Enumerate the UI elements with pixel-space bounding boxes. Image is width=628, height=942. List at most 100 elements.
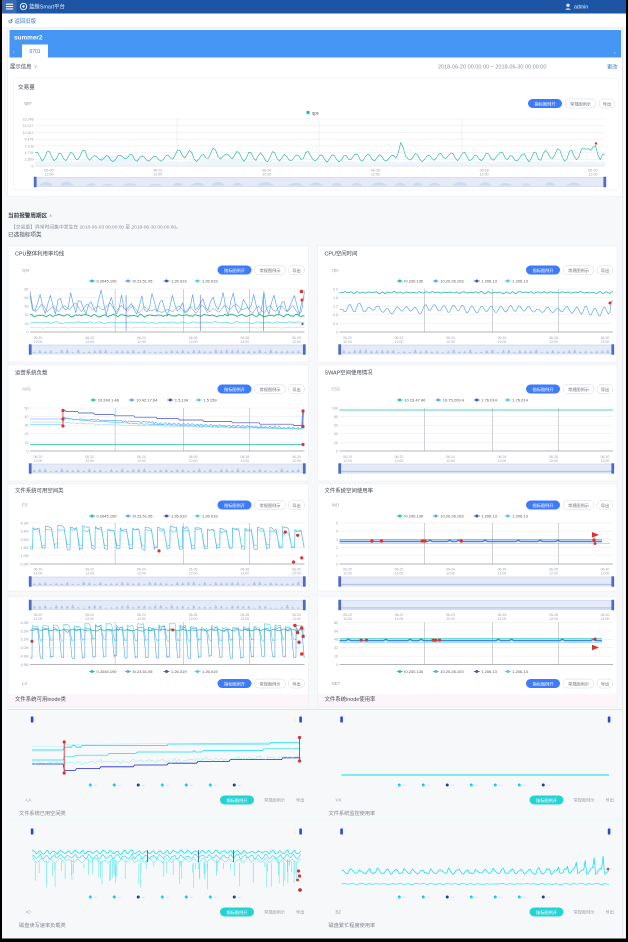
svg-text:指标图例开: 指标图例开 xyxy=(227,909,248,916)
svg-text:指标图例开: 指标图例开 xyxy=(536,797,557,804)
svg-text:12:00: 12:00 xyxy=(395,571,404,575)
svg-text:12:00: 12:00 xyxy=(292,571,301,575)
svg-text:06-22: 06-22 xyxy=(395,613,404,617)
svg-text:常规图例示: 常规图例示 xyxy=(568,267,589,274)
svg-text:12:00: 12:00 xyxy=(189,459,198,463)
svg-text:12:00: 12:00 xyxy=(343,617,352,621)
svg-text:06-24: 06-24 xyxy=(137,568,146,572)
svg-text:0: 0 xyxy=(336,449,338,453)
svg-text:06-24: 06-24 xyxy=(446,613,455,617)
svg-text:12:00: 12:00 xyxy=(395,459,404,463)
svg-text:指标图例开: 指标图例开 xyxy=(533,502,554,509)
svg-text:AVG: AVG xyxy=(22,387,32,392)
svg-text:【交易量】异常时间集中发生在 2018-06-03 00:0: 【交易量】异常时间集中发生在 2018-06-03 00:00:00 至 201… xyxy=(11,224,181,231)
svg-text:···: ··· xyxy=(475,896,478,900)
svg-text:12:00: 12:00 xyxy=(85,571,94,575)
svg-text:06-20: 06-20 xyxy=(34,455,43,459)
svg-text:1.2: 1.2 xyxy=(333,305,338,309)
svg-text:12:00: 12:00 xyxy=(292,340,301,344)
svg-text:20: 20 xyxy=(25,432,29,436)
svg-text:48: 48 xyxy=(25,305,29,309)
svg-text:12:00: 12:00 xyxy=(85,340,94,344)
svg-text:12:00: 12:00 xyxy=(589,173,598,177)
svg-text:10.75.209.4: 10.75.209.4 xyxy=(443,398,465,403)
svg-text:12:00: 12:00 xyxy=(241,571,250,575)
svg-text:0: 0 xyxy=(27,330,29,334)
svg-text:06-24: 06-24 xyxy=(262,169,271,173)
svg-text:1.26.019: 1.26.019 xyxy=(202,669,218,674)
svg-text:06-30: 06-30 xyxy=(588,169,597,173)
svg-text:···: ··· xyxy=(142,784,145,788)
svg-text:12:00: 12:00 xyxy=(601,459,610,463)
svg-text:5.0M: 5.0M xyxy=(21,646,29,650)
svg-text:06-22: 06-22 xyxy=(395,568,404,572)
svg-text:12:00: 12:00 xyxy=(137,571,146,575)
svg-text:···: ··· xyxy=(118,896,121,900)
svg-text:12:00: 12:00 xyxy=(153,173,162,177)
svg-text:指标图例开: 指标图例开 xyxy=(533,386,554,393)
svg-text:导出: 导出 xyxy=(606,909,614,916)
svg-text:64: 64 xyxy=(25,296,29,300)
svg-text:10: 10 xyxy=(25,441,29,445)
svg-text:qps: qps xyxy=(312,110,319,115)
svg-text:导出: 导出 xyxy=(292,502,300,509)
svg-text:FSS: FSS xyxy=(332,387,341,392)
svg-text:···: ··· xyxy=(214,784,217,788)
svg-text:导出: 导出 xyxy=(601,502,609,509)
svg-text:32: 32 xyxy=(25,313,29,317)
svg-text:10.20.26.103: 10.20.26.103 xyxy=(440,514,464,519)
svg-text:L4: L4 xyxy=(22,681,27,686)
svg-text:12:00: 12:00 xyxy=(241,459,250,463)
svg-text:06-24: 06-24 xyxy=(137,336,146,340)
svg-text:06-26: 06-26 xyxy=(498,613,507,617)
svg-text:12:00: 12:00 xyxy=(137,340,146,344)
svg-text:文件系统可用空间类: 文件系统可用空间类 xyxy=(15,487,64,495)
svg-text:06-22: 06-22 xyxy=(85,613,94,617)
svg-text:06-28: 06-28 xyxy=(549,568,558,572)
svg-text:0.2045.190: 0.2045.190 xyxy=(97,514,118,519)
svg-text:12:00: 12:00 xyxy=(601,340,610,344)
svg-text:summer2: summer2 xyxy=(14,35,43,42)
svg-text:06-22: 06-22 xyxy=(395,336,404,340)
svg-text:12:00: 12:00 xyxy=(34,340,43,344)
svg-text:0: 0 xyxy=(27,449,29,453)
svg-text:06-20: 06-20 xyxy=(343,336,352,340)
svg-text:06-28: 06-28 xyxy=(240,336,249,340)
svg-text:导出: 导出 xyxy=(601,386,609,393)
svg-text:文件系统空间使用率: 文件系统空间使用率 xyxy=(325,487,374,495)
svg-text:06-26: 06-26 xyxy=(189,455,198,459)
svg-text:常规图例示: 常规图例示 xyxy=(568,502,589,509)
svg-text:7,108: 7,108 xyxy=(25,144,34,148)
svg-text:10.240.1.48: 10.240.1.48 xyxy=(98,398,120,403)
svg-text:1: 1 xyxy=(336,554,338,558)
svg-text:5.3M: 5.3M xyxy=(21,621,29,625)
svg-text:16,248: 16,248 xyxy=(23,117,34,121)
svg-text:06-24: 06-24 xyxy=(446,568,455,572)
svg-text:06-24: 06-24 xyxy=(137,455,146,459)
svg-text:常规图例示: 常规图例示 xyxy=(570,100,591,107)
svg-text:常规图例示: 常规图例示 xyxy=(574,797,595,804)
svg-text:···: ··· xyxy=(118,784,121,788)
svg-text:16: 16 xyxy=(334,655,338,659)
svg-text:···: ··· xyxy=(523,896,526,900)
svg-text:0.8: 0.8 xyxy=(333,313,338,317)
svg-text:2.6M: 2.6M xyxy=(21,538,29,542)
svg-text:···: ··· xyxy=(166,896,169,900)
svg-text:80: 80 xyxy=(334,415,338,419)
svg-text:48: 48 xyxy=(334,638,338,642)
svg-text:···: ··· xyxy=(547,896,550,900)
svg-text:12:00: 12:00 xyxy=(343,571,352,575)
svg-text:12:00: 12:00 xyxy=(446,617,455,621)
svg-text:10.23.47.40: 10.23.47.40 xyxy=(404,398,426,403)
svg-text:5.2M: 5.2M xyxy=(21,629,29,633)
svg-text:12:00: 12:00 xyxy=(189,617,198,621)
svg-text:06-28: 06-28 xyxy=(240,455,249,459)
svg-text:06-28: 06-28 xyxy=(549,455,558,459)
svg-text:5: 5 xyxy=(336,521,338,525)
svg-text:···: ··· xyxy=(238,896,241,900)
svg-text:06-30: 06-30 xyxy=(601,613,610,617)
svg-text:I0.230.130: I0.230.130 xyxy=(404,279,424,284)
svg-text:06-20: 06-20 xyxy=(343,455,352,459)
svg-text:12:00: 12:00 xyxy=(549,571,558,575)
svg-text:12:00: 12:00 xyxy=(395,340,404,344)
